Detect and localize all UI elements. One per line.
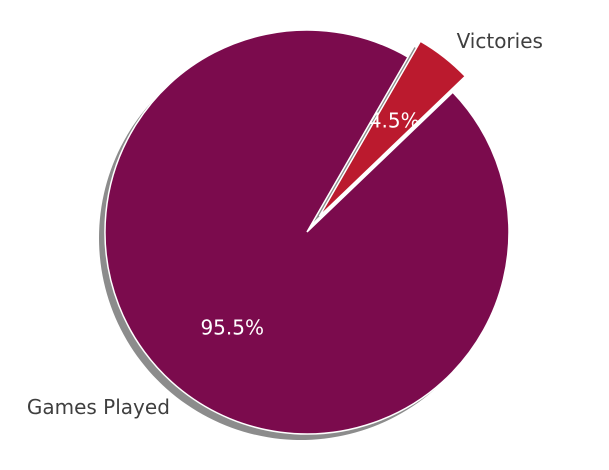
pie-slices	[104, 29, 510, 435]
slice-percent-victories: 4.5%	[369, 109, 420, 133]
slice-label-victories: Victories	[457, 29, 543, 53]
slice-victories	[318, 40, 467, 217]
slice-games-played	[104, 29, 510, 435]
slice-percent-games-played: 95.5%	[200, 315, 264, 339]
slice-label-games-played: Games Played	[27, 395, 170, 419]
pie-labels: Games Played 95.5% Victories 4.5%	[27, 29, 543, 419]
